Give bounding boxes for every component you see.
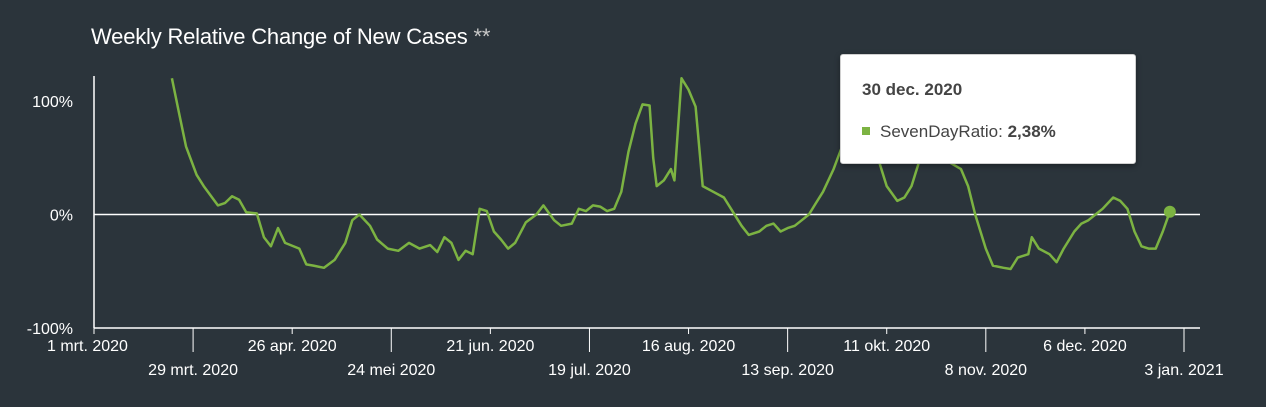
tooltip: 30 dec. 2020 SevenDayRatio: 2,38% xyxy=(840,54,1136,164)
tooltip-value: 2,38% xyxy=(1007,122,1056,141)
x-tick-label: 3 jan. 2021 xyxy=(1144,362,1223,379)
series-group xyxy=(170,77,1171,271)
x-tick-label: 1 mrt. 2020 xyxy=(47,338,128,355)
x-tick-label: 26 apr. 2020 xyxy=(248,338,337,355)
y-tick-label: 0% xyxy=(50,208,73,225)
x-tick-label: 8 nov. 2020 xyxy=(945,362,1028,379)
tooltip-series-name: SevenDayRatio xyxy=(880,122,999,141)
x-tick-label: 13 sep. 2020 xyxy=(741,362,834,379)
tooltip-row: SevenDayRatio: 2,38% xyxy=(862,122,1056,142)
chart-title-text: Weekly Relative Change of New Cases xyxy=(91,24,468,49)
chart-title-suffix: ** xyxy=(473,24,491,49)
x-tick-label: 16 aug. 2020 xyxy=(642,338,736,355)
y-tick-label: 100% xyxy=(32,94,73,111)
tooltip-date: 30 dec. 2020 xyxy=(862,80,963,99)
x-ticks: 1 mrt. 2020 29 mrt. 2020 26 apr. 2020 24 me… xyxy=(47,328,1224,379)
x-tick-label: 24 mei 2020 xyxy=(347,362,435,379)
series-line-sevendayratio xyxy=(170,77,1171,271)
y-tick-label: -100% xyxy=(27,321,73,338)
x-tick-label: 21 jun. 2020 xyxy=(446,338,534,355)
x-tick-label: 19 jul. 2020 xyxy=(548,362,631,379)
y-tick-labels: 100% 0% -100% xyxy=(27,94,73,338)
x-tick-label: 6 dec. 2020 xyxy=(1043,338,1127,355)
chart-title: Weekly Relative Change of New Cases ** xyxy=(91,24,490,50)
x-tick-label: 29 mrt. 2020 xyxy=(148,362,238,379)
series-bullet-icon xyxy=(862,127,870,135)
hover-marker-point[interactable] xyxy=(1163,205,1176,218)
x-tick-label: 11 okt. 2020 xyxy=(843,338,930,355)
